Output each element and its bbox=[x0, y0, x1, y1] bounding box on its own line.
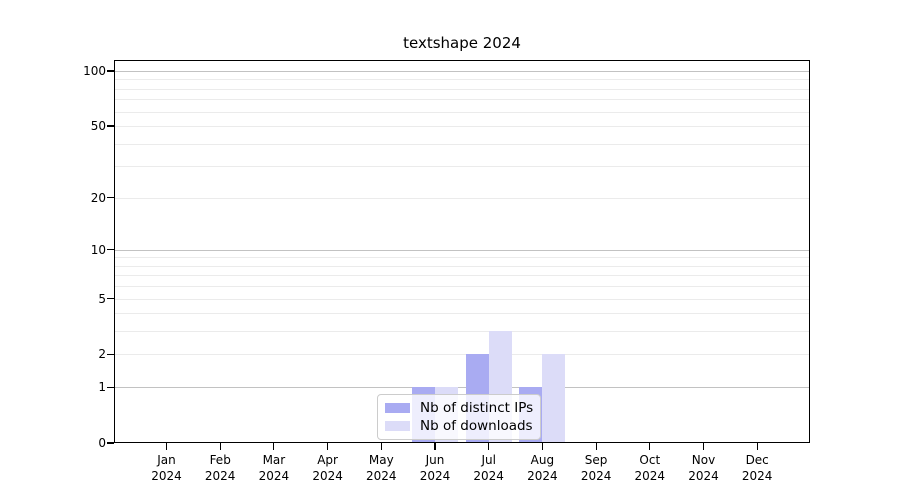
x-tick-year: 2024 bbox=[741, 469, 773, 483]
gridline-minor bbox=[114, 257, 810, 259]
x-tick-month: Dec bbox=[745, 453, 769, 467]
y-tick-mark bbox=[107, 125, 114, 127]
x-tick-mark bbox=[434, 443, 436, 450]
gridline-minor bbox=[114, 286, 810, 288]
x-tick-year: 2024 bbox=[473, 469, 504, 483]
x-tick-month: Jun bbox=[425, 453, 445, 467]
y-tick-mark bbox=[107, 353, 114, 356]
x-tick-label: Apr 2024 bbox=[300, 452, 356, 484]
gridline-minor bbox=[114, 88, 810, 90]
x-tick-label: Feb 2024 bbox=[192, 452, 248, 484]
y-tick-mark bbox=[107, 386, 114, 388]
x-tick-mark bbox=[273, 443, 275, 450]
gridline-minor bbox=[114, 166, 810, 168]
x-tick-year: 2024 bbox=[688, 469, 719, 483]
x-tick-mark bbox=[488, 443, 490, 450]
x-tick-month: Feb bbox=[209, 453, 231, 467]
y-tick-mark bbox=[107, 196, 114, 199]
gridline-minor bbox=[114, 265, 810, 267]
x-tick-mark bbox=[219, 443, 221, 450]
x-tick-label: May 2024 bbox=[353, 452, 409, 484]
x-tick-year: 2024 bbox=[258, 469, 290, 483]
gridline-major bbox=[114, 70, 810, 72]
gridline-minor bbox=[114, 79, 810, 81]
y-tick-mark bbox=[107, 442, 114, 444]
x-tick-mark bbox=[756, 443, 758, 450]
x-tick-year: 2024 bbox=[312, 469, 343, 483]
gridline-minor bbox=[114, 197, 810, 199]
x-tick-month: Nov bbox=[691, 453, 716, 467]
plot-area-frame bbox=[114, 60, 810, 443]
x-tick-mark bbox=[649, 443, 651, 450]
x-tick-month: Apr bbox=[317, 453, 338, 467]
x-tick-label: Nov 2024 bbox=[676, 452, 732, 484]
y-tick-label: 20 bbox=[90, 190, 106, 205]
gridline-minor bbox=[114, 126, 810, 128]
y-tick-label: 100 bbox=[83, 63, 106, 78]
x-tick-label: Jul 2024 bbox=[461, 452, 517, 484]
bar-downloads bbox=[542, 354, 566, 443]
legend-label-downloads: Nb of downloads bbox=[420, 418, 533, 434]
y-tick-label: 0 bbox=[98, 436, 106, 450]
y-tick-label: 5 bbox=[98, 291, 106, 306]
x-tick-label: Mar 2024 bbox=[246, 452, 302, 484]
gridline-minor bbox=[114, 354, 810, 356]
x-tick-label: Jan 2024 bbox=[139, 452, 195, 484]
x-tick-label: Oct 2024 bbox=[622, 452, 678, 484]
x-tick-year: 2024 bbox=[419, 469, 451, 483]
x-tick-month: Jul bbox=[481, 453, 496, 467]
x-tick-year: 2024 bbox=[204, 469, 236, 483]
gridline-major bbox=[114, 387, 810, 389]
x-tick-year: 2024 bbox=[634, 469, 666, 483]
x-tick-mark bbox=[327, 443, 329, 450]
x-tick-month: May bbox=[368, 453, 394, 467]
gridline-minor bbox=[114, 143, 810, 145]
legend-item-distinct-ips: Nb of distinct IPs bbox=[385, 399, 534, 417]
x-tick-month: Aug bbox=[530, 453, 555, 467]
y-tick-mark bbox=[107, 249, 114, 251]
x-tick-mark bbox=[595, 443, 597, 450]
x-tick-mark bbox=[541, 443, 543, 450]
x-tick-year: 2024 bbox=[527, 469, 558, 483]
x-tick-year: 2024 bbox=[580, 469, 612, 483]
legend-swatch-distinct-ips bbox=[385, 403, 410, 413]
x-tick-year: 2024 bbox=[151, 469, 182, 483]
x-tick-label: Sep 2024 bbox=[568, 452, 624, 484]
y-tick-label: 2 bbox=[98, 347, 106, 362]
legend-swatch-downloads bbox=[385, 421, 410, 431]
y-tick-label: 10 bbox=[90, 242, 106, 257]
legend: Nb of distinct IPs Nb of downloads bbox=[377, 394, 541, 440]
x-tick-mark bbox=[702, 443, 705, 450]
x-tick-mark bbox=[380, 443, 382, 450]
x-tick-month: Oct bbox=[639, 453, 661, 467]
y-tick-mark bbox=[107, 70, 114, 72]
gridline-minor bbox=[114, 111, 810, 113]
gridline-minor bbox=[114, 275, 810, 277]
x-tick-mark bbox=[165, 443, 168, 450]
y-tick-label: 1 bbox=[98, 380, 106, 395]
x-tick-label: Aug 2024 bbox=[514, 452, 570, 484]
x-tick-year: 2024 bbox=[366, 469, 397, 483]
y-tick-mark bbox=[107, 297, 114, 300]
gridline-minor bbox=[114, 99, 810, 101]
gridline-minor bbox=[114, 298, 810, 300]
x-tick-label: Dec 2024 bbox=[729, 452, 785, 484]
legend-item-downloads: Nb of downloads bbox=[385, 417, 533, 435]
gridline-minor bbox=[114, 331, 810, 333]
x-tick-month: Mar bbox=[262, 453, 286, 467]
gridline-minor bbox=[114, 313, 810, 315]
chart-title: textshape 2024 bbox=[403, 34, 521, 52]
gridline-major bbox=[114, 249, 810, 251]
x-tick-label: Jun 2024 bbox=[407, 452, 463, 484]
y-tick-label: 50 bbox=[90, 119, 106, 134]
x-tick-month: Sep bbox=[584, 453, 608, 467]
legend-label-distinct-ips: Nb of distinct IPs bbox=[420, 400, 534, 416]
x-tick-month: Jan bbox=[157, 453, 176, 467]
